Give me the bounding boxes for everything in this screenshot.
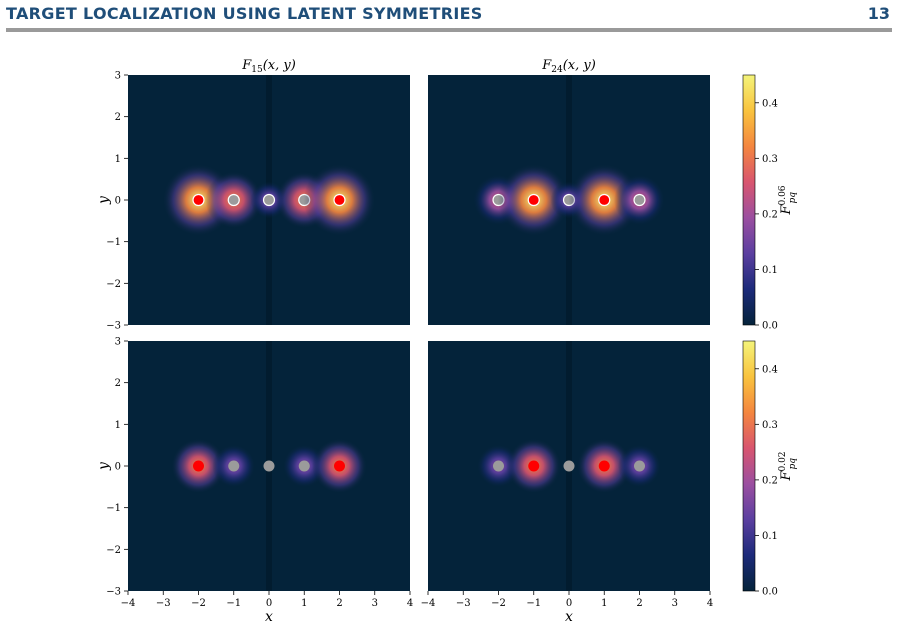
x-tick-label: −3 — [456, 598, 471, 609]
x-tick-label: 4 — [407, 598, 413, 609]
y-tick-label: 3 — [115, 71, 121, 82]
y-tick-label: −1 — [106, 237, 121, 248]
x-tick-label: −4 — [421, 598, 436, 609]
page-number: 13 — [867, 4, 890, 23]
target-node-marker — [598, 193, 611, 207]
x-tick-label: −3 — [156, 598, 171, 609]
node-marker — [298, 460, 310, 472]
colorbar — [742, 340, 756, 592]
colorbar-tick-label: 0.4 — [762, 364, 778, 375]
y-axis-label: y — [96, 195, 112, 205]
x-tick-label: 2 — [636, 598, 642, 609]
colorbar-tick-label: 0.4 — [762, 98, 778, 109]
colorbars: 0.0 0.1 0.2 0.3 0.4 F0.06pq 0.0 0.1 0.2 0.3 0.4 F0.… — [742, 74, 798, 598]
y-tick-label: −3 — [106, 587, 121, 598]
x-tick-label: −2 — [491, 598, 506, 609]
target-node-marker — [598, 460, 610, 472]
x-axis-label: x — [265, 609, 273, 625]
node-marker — [228, 460, 240, 472]
x-axis-label: x — [565, 609, 573, 625]
colorbar-tick-label: 0.1 — [762, 265, 778, 276]
colorbar-tick-label: 0.2 — [762, 475, 778, 486]
heatmap-panels — [128, 75, 710, 591]
node-marker — [493, 460, 504, 472]
target-node-marker — [333, 193, 346, 207]
node-marker — [227, 193, 240, 207]
x-tick-label: 3 — [672, 598, 678, 609]
y-tick-label: 1 — [115, 420, 121, 431]
colorbar-tick-label: 0.3 — [762, 154, 778, 165]
x-tick-label: −1 — [526, 598, 541, 609]
y-tick-label: 0 — [115, 196, 121, 207]
y-tick-label: 2 — [115, 378, 121, 389]
x-tick-label: 1 — [301, 598, 307, 609]
node-marker — [634, 460, 645, 472]
y-tick-label: −1 — [106, 503, 121, 514]
colorbar-tick-label: 0.0 — [762, 587, 778, 598]
x-tick-label: −2 — [191, 598, 206, 609]
x-tick-label: 2 — [336, 598, 342, 609]
axes: −3 −2 −1 0 1 2 3 y F15(x, y) F24(x, y) −3 −2 −1 0 1 2 3 y… — [96, 58, 713, 625]
node-marker — [633, 193, 646, 207]
colorbar — [742, 74, 756, 326]
target-node-marker — [528, 460, 540, 472]
colorbar-tick-label: 0.0 — [762, 321, 778, 332]
colorbar-tick-label: 0.2 — [762, 209, 778, 220]
node-marker — [563, 460, 575, 472]
y-tick-label: −2 — [106, 545, 121, 556]
y-tick-label: 0 — [115, 462, 121, 473]
header-rule — [6, 28, 892, 32]
x-tick-label: 0 — [566, 598, 572, 609]
x-tick-label: 1 — [601, 598, 607, 609]
target-node-marker — [334, 460, 345, 472]
panel-title: F24(x, y) — [541, 58, 596, 75]
x-tick-label: 4 — [707, 598, 713, 609]
target-node-marker — [193, 460, 204, 472]
panel-title: F15(x, y) — [241, 58, 296, 75]
colorbar-label: F0.02pq — [778, 451, 798, 481]
running-header-title: TARGET LOCALIZATION USING LATENT SYMMETR… — [6, 4, 483, 23]
y-tick-label: 3 — [115, 337, 121, 348]
y-tick-label: −2 — [106, 279, 121, 290]
x-tick-label: 0 — [266, 598, 272, 609]
x-tick-label: −1 — [226, 598, 241, 609]
y-tick-label: 2 — [115, 112, 121, 123]
colorbar-tick-label: 0.1 — [762, 531, 778, 542]
target-node-marker — [192, 193, 205, 207]
y-tick-label: −3 — [106, 321, 121, 332]
colorbar-label: F0.06pq — [778, 185, 798, 215]
x-tick-label: 3 — [372, 598, 378, 609]
node-marker — [263, 460, 275, 472]
y-axis-label: y — [96, 461, 112, 471]
colorbar-tick-label: 0.3 — [762, 420, 778, 431]
target-node-marker — [527, 193, 540, 207]
y-tick-label: 1 — [115, 154, 121, 165]
x-tick-label: −4 — [121, 598, 136, 609]
node-marker — [262, 193, 276, 207]
